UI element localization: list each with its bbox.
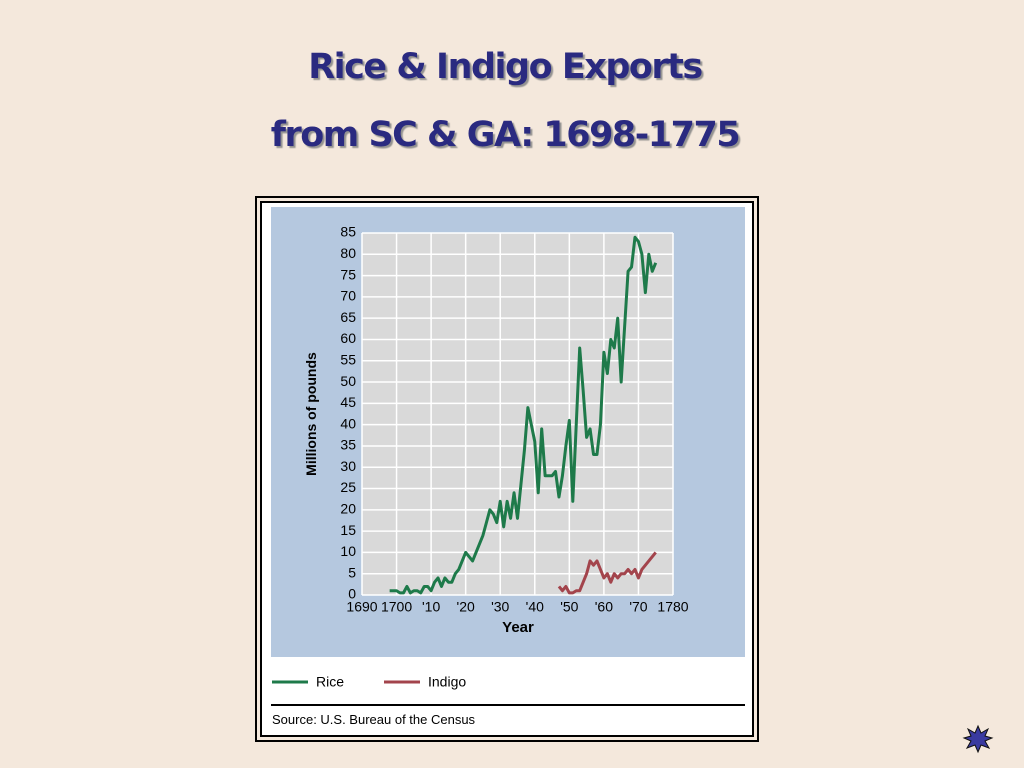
title: Rice & Indigo Exports <box>308 47 702 87</box>
y-tick-label: 45 <box>340 394 356 410</box>
x-tick-label: '40 <box>526 599 544 615</box>
y-tick-label: 10 <box>340 543 356 559</box>
series-line <box>389 235 658 595</box>
y-tick-label: 65 <box>340 309 356 325</box>
y-tick-label: 35 <box>340 437 356 453</box>
x-tick-label: '70 <box>629 599 647 615</box>
decor-star <box>962 724 994 754</box>
subtitle: from SC & GA: 1698-1775 <box>271 115 739 155</box>
legend-label: Rice <box>316 674 344 690</box>
y-tick-label: 80 <box>340 245 356 261</box>
x-axis-label: Year <box>502 619 534 636</box>
y-tick-label: 0 <box>348 586 356 602</box>
plot-area <box>362 233 673 595</box>
x-tick-label: '50 <box>560 599 578 615</box>
y-tick-label: 20 <box>340 501 356 517</box>
y-tick-label: 40 <box>340 415 356 431</box>
series-line <box>557 551 657 595</box>
y-axis-label: Millions of pounds <box>303 352 319 476</box>
x-tick-label: 1780 <box>657 599 688 615</box>
legend-label: Indigo <box>428 674 466 690</box>
y-tick-label: 55 <box>340 351 356 367</box>
frame-outer <box>255 196 759 742</box>
y-tick-label: 25 <box>340 479 356 495</box>
x-tick-label: '20 <box>457 599 475 615</box>
y-tick-label: 70 <box>340 288 356 304</box>
y-tick-label: 50 <box>340 373 356 389</box>
x-tick-label: '30 <box>491 599 509 615</box>
source: Source: U.S. Bureau of the Census <box>272 712 476 727</box>
y-tick-label: 75 <box>340 266 356 282</box>
x-tick-label: '60 <box>595 599 613 615</box>
x-tick-label: 1700 <box>381 599 412 615</box>
y-tick-label: 15 <box>340 522 356 538</box>
y-tick-label: 5 <box>348 564 356 580</box>
y-tick-label: 30 <box>340 458 356 474</box>
x-tick-label: 1690 <box>346 599 377 615</box>
x-tick-label: '10 <box>422 599 440 615</box>
y-tick-label: 85 <box>340 224 356 240</box>
y-tick-label: 60 <box>340 330 356 346</box>
